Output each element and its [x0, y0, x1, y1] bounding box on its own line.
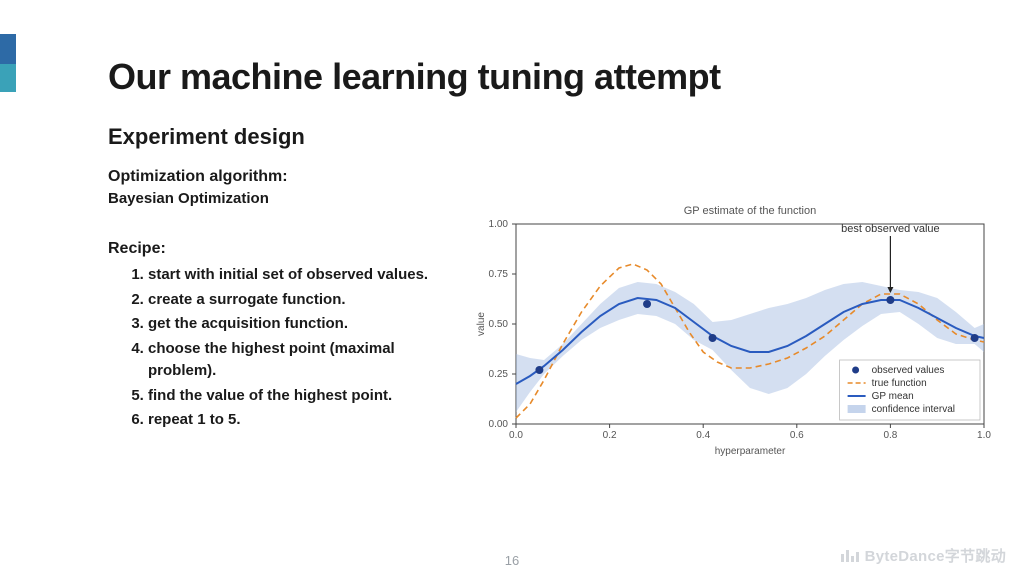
- best-value-annotation: best observed value: [841, 223, 939, 235]
- svg-text:0.6: 0.6: [790, 430, 804, 441]
- svg-text:GP estimate of the function: GP estimate of the function: [684, 205, 816, 217]
- svg-text:hyperparameter: hyperparameter: [715, 446, 786, 457]
- observed-point: [971, 334, 979, 342]
- svg-text:confidence interval: confidence interval: [872, 404, 955, 415]
- svg-text:1.00: 1.00: [489, 219, 509, 230]
- recipe-list: start with initial set of observed value…: [130, 264, 430, 434]
- gp-chart-svg: 0.0 0.2 0.4 0.6 0.8 1.0 0.00 0.25 0.50 0.75 1.00 hy…: [470, 200, 994, 460]
- svg-text:0.00: 0.00: [489, 419, 509, 430]
- svg-text:0.8: 0.8: [883, 430, 897, 441]
- observed-point: [643, 300, 651, 308]
- recipe-step: start with initial set of observed value…: [148, 264, 430, 287]
- optimization-value: Bayesian Optimization: [108, 190, 269, 207]
- brand-watermark: ByteDance字节跳动: [841, 545, 1006, 566]
- svg-text:0.75: 0.75: [489, 269, 509, 280]
- svg-text:true function: true function: [872, 378, 927, 389]
- observed-point: [709, 334, 717, 342]
- svg-text:0.0: 0.0: [509, 430, 523, 441]
- recipe-step: choose the highest point (maximal proble…: [148, 338, 430, 383]
- recipe-step: repeat 1 to 5.: [148, 409, 430, 432]
- svg-text:0.50: 0.50: [489, 319, 509, 330]
- brand-text: ByteDance字节跳动: [865, 545, 1006, 566]
- logo-block-top: [0, 34, 16, 64]
- gp-chart: 0.0 0.2 0.4 0.6 0.8 1.0 0.00 0.25 0.50 0.75 1.00 hy…: [470, 200, 994, 460]
- recipe-label: Recipe:: [108, 240, 166, 258]
- brand-bars-icon: [841, 550, 859, 562]
- observed-point: [535, 366, 543, 374]
- recipe-step: find the value of the highest point.: [148, 385, 430, 408]
- svg-text:1.0: 1.0: [977, 430, 991, 441]
- slide-title: Our machine learning tuning attempt: [108, 56, 721, 98]
- section-subtitle: Experiment design: [108, 124, 305, 150]
- svg-text:0.2: 0.2: [603, 430, 617, 441]
- svg-text:0.25: 0.25: [489, 369, 509, 380]
- svg-text:0.4: 0.4: [696, 430, 710, 441]
- svg-text:observed values: observed values: [872, 365, 945, 376]
- observed-point: [886, 296, 894, 304]
- brand-logo-stub: [0, 34, 16, 92]
- optimization-label: Optimization algorithm:: [108, 168, 288, 186]
- svg-text:GP mean: GP mean: [872, 391, 914, 402]
- logo-block-bottom: [0, 64, 16, 92]
- svg-text:value: value: [476, 312, 487, 336]
- recipe-step: get the acquisition function.: [148, 313, 430, 336]
- recipe-step: create a surrogate function.: [148, 289, 430, 312]
